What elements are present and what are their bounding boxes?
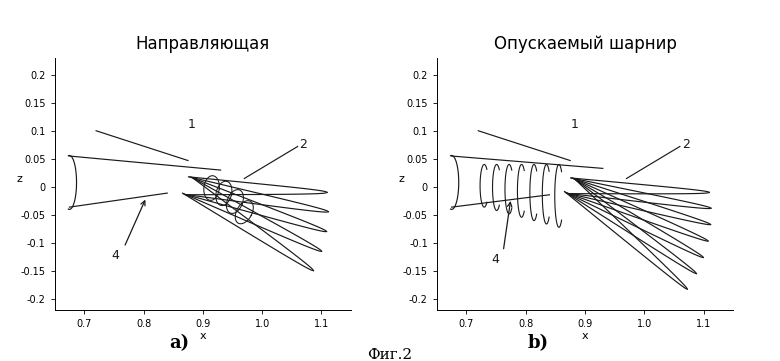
Text: 4: 4 — [491, 253, 499, 266]
Text: 2: 2 — [682, 138, 690, 151]
Text: 1: 1 — [570, 118, 578, 131]
X-axis label: x: x — [582, 331, 588, 341]
Text: 4: 4 — [111, 249, 119, 262]
Title: Направляющая: Направляющая — [136, 35, 270, 53]
Y-axis label: z: z — [16, 174, 22, 184]
Text: a): a) — [169, 334, 190, 352]
Text: Фиг.2: Фиг.2 — [367, 348, 413, 361]
Y-axis label: z: z — [399, 174, 404, 184]
Text: b): b) — [527, 334, 549, 352]
X-axis label: x: x — [200, 331, 206, 341]
Text: 2: 2 — [300, 138, 307, 151]
Text: 1: 1 — [188, 118, 196, 131]
Title: Опускаемый шарнир: Опускаемый шарнир — [494, 35, 676, 53]
